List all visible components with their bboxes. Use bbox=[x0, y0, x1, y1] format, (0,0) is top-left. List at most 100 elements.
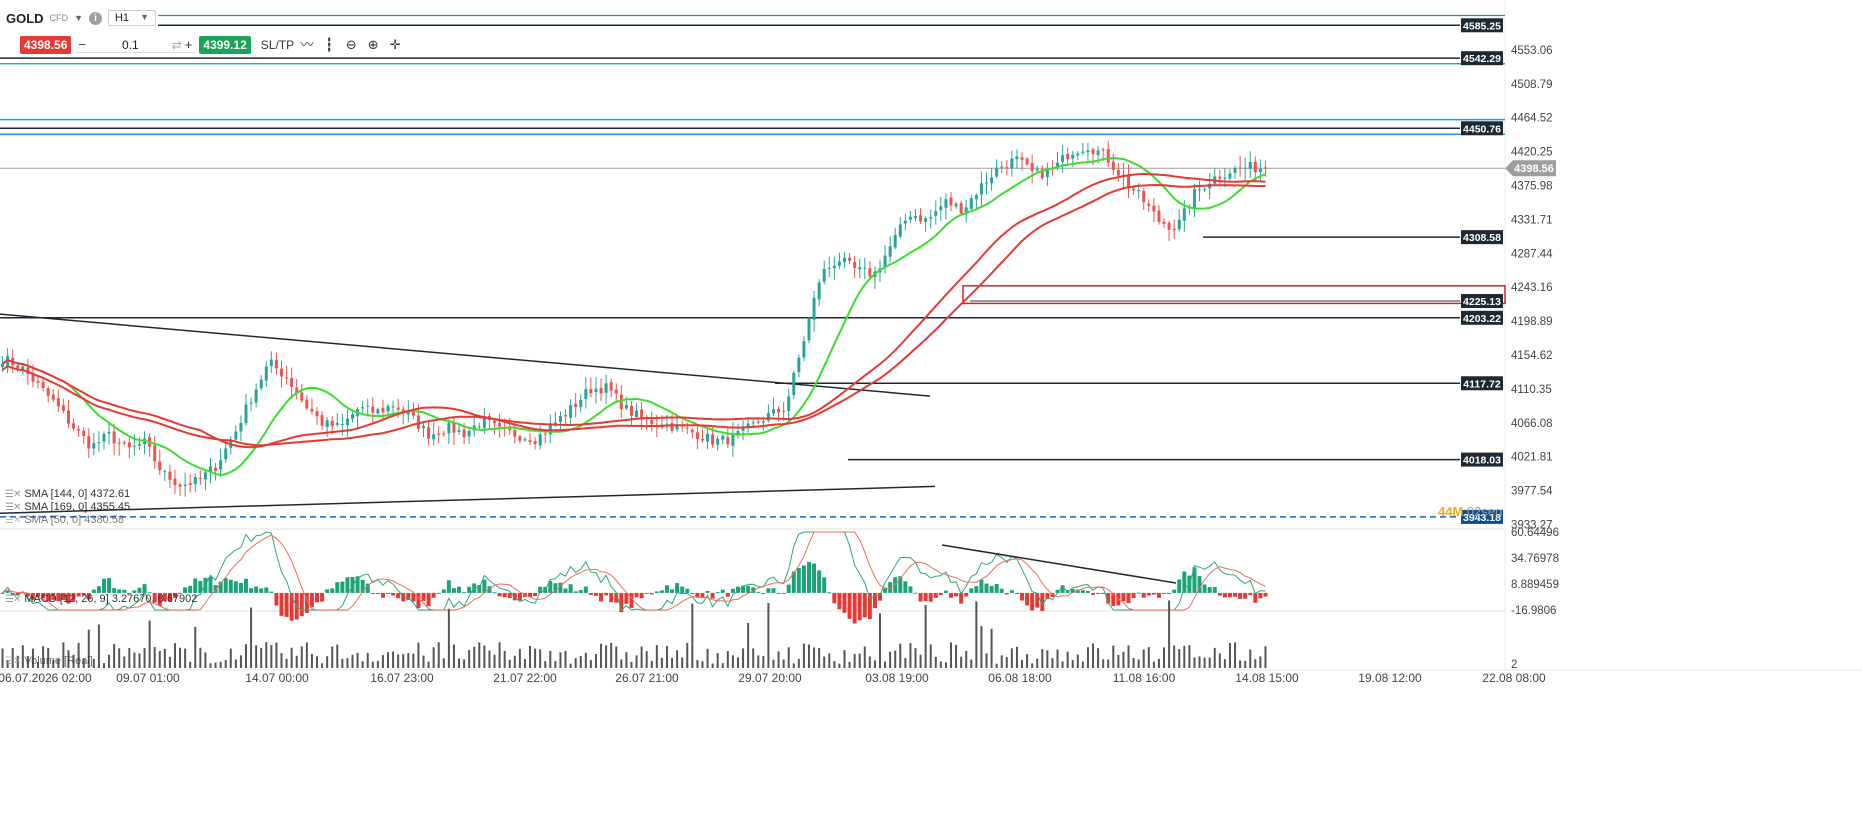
candle-body bbox=[1076, 153, 1080, 156]
volume-bar bbox=[72, 654, 75, 668]
sltp-button[interactable]: SL/TP bbox=[260, 38, 295, 52]
symbol-name[interactable]: GOLD bbox=[6, 10, 44, 26]
macd-histogram-bar bbox=[1217, 592, 1222, 596]
candle-body bbox=[528, 440, 532, 443]
trade-panel: 4398.56 − 0.1 ⇄ + 4399.12 SL/TP 〰 ┇ ⊖ ⊕ … bbox=[20, 36, 404, 54]
settings-icon[interactable]: ☰✕ bbox=[5, 514, 21, 526]
sma-slow-line-1 bbox=[1, 172, 1266, 449]
settings-icon[interactable]: ☰✕ bbox=[5, 501, 21, 513]
candle-body bbox=[315, 411, 319, 417]
candle-body bbox=[77, 429, 81, 431]
volume-bar bbox=[341, 658, 344, 668]
quantity-input[interactable]: 0.1 bbox=[122, 37, 139, 52]
candle bbox=[690, 427, 694, 439]
increase-quantity-button[interactable]: + bbox=[184, 37, 193, 52]
volume-bar bbox=[422, 655, 425, 668]
macd-histogram-bar bbox=[695, 592, 700, 598]
legend-volume[interactable]: ☰✕ Volume [Real] bbox=[5, 655, 93, 667]
candle-body bbox=[46, 388, 50, 396]
candle-body bbox=[1172, 228, 1176, 231]
volume-bar bbox=[97, 624, 100, 668]
macd-histogram-bar bbox=[867, 592, 872, 620]
candle-body bbox=[493, 420, 497, 424]
candle-body bbox=[31, 372, 35, 382]
settings-icon[interactable]: ☰✕ bbox=[5, 593, 21, 605]
volume-bar bbox=[889, 651, 892, 668]
candle bbox=[224, 440, 228, 463]
macd-histogram-bar bbox=[157, 592, 162, 606]
candles-icon[interactable]: ┇ bbox=[325, 37, 334, 52]
supply-demand-zone bbox=[962, 285, 1506, 305]
volume-bar bbox=[833, 661, 836, 668]
macd-histogram-bar bbox=[634, 592, 639, 598]
candle-body bbox=[351, 414, 355, 419]
candle-body bbox=[1010, 158, 1014, 169]
legend-sma144[interactable]: ☰✕ SMA [144, 0] 4372.61 bbox=[5, 488, 130, 500]
candle-body bbox=[523, 439, 527, 441]
candle-body bbox=[1081, 151, 1085, 153]
decrease-quantity-button[interactable]: − bbox=[78, 37, 86, 52]
legend-sma169[interactable]: ☰✕ SMA [169, 0] 4355.45 bbox=[5, 501, 130, 513]
timeframe-select[interactable]: H1 ▼ bbox=[107, 10, 156, 26]
macd-histogram-bar bbox=[933, 592, 938, 598]
macd-histogram-bar bbox=[573, 591, 578, 593]
volume-bar bbox=[158, 650, 161, 668]
quantity-stepper[interactable]: − 0.1 ⇄ + bbox=[75, 37, 196, 53]
macd-histogram-bar bbox=[411, 592, 416, 602]
macd-histogram-bar bbox=[639, 592, 644, 599]
candle bbox=[1025, 156, 1029, 167]
settings-icon[interactable]: ☰✕ bbox=[5, 488, 21, 500]
candle-body bbox=[168, 471, 172, 480]
macd-histogram-bar bbox=[330, 588, 335, 593]
candle-body bbox=[381, 407, 385, 412]
candle-body bbox=[1198, 189, 1202, 191]
candle bbox=[792, 370, 796, 400]
volume-bar bbox=[757, 655, 760, 668]
volume-bar bbox=[321, 663, 324, 668]
macd-histogram-bar bbox=[406, 592, 411, 600]
crosshair-icon[interactable]: ✛ bbox=[389, 37, 401, 52]
candle bbox=[117, 437, 121, 456]
swap-icon[interactable]: ⇄ bbox=[171, 37, 182, 52]
symbol-dropdown-icon[interactable]: ▼ bbox=[74, 13, 83, 23]
sell-button[interactable]: 4398.56 bbox=[20, 36, 72, 54]
volume-bar bbox=[463, 659, 466, 668]
candle-body bbox=[1066, 153, 1070, 160]
candle-body bbox=[695, 432, 699, 440]
macd-histogram-bar bbox=[502, 592, 507, 598]
candle-body bbox=[61, 405, 65, 411]
buy-button[interactable]: 4399.12 bbox=[199, 36, 251, 54]
candle-body bbox=[117, 442, 121, 444]
volume-bar bbox=[884, 661, 887, 668]
legend-macd[interactable]: ☰✕ MACD [12, 26, 9] 3.27670, 8.67902 bbox=[5, 593, 197, 605]
volume-bar bbox=[1041, 649, 1044, 668]
macd-histogram-bar bbox=[213, 585, 218, 593]
candle-body bbox=[787, 396, 791, 412]
candle-body bbox=[183, 484, 187, 487]
zoom-out-icon[interactable]: ⊖ bbox=[345, 37, 357, 52]
info-icon[interactable]: i bbox=[88, 11, 102, 25]
candle bbox=[1086, 142, 1090, 164]
candle-body bbox=[1218, 176, 1222, 179]
zoom-in-icon[interactable]: ⊕ bbox=[367, 37, 379, 52]
volume-bar bbox=[1071, 660, 1074, 668]
macd-histogram-bar bbox=[1156, 592, 1161, 598]
price-line-tag-bg bbox=[1461, 18, 1503, 33]
volume-bar bbox=[376, 660, 379, 668]
macd-histogram-bar bbox=[624, 592, 629, 604]
volume-bar bbox=[1147, 647, 1150, 668]
line-chart-icon[interactable]: 〰 bbox=[300, 37, 314, 52]
settings-icon[interactable]: ☰✕ bbox=[5, 655, 21, 667]
volume-bar bbox=[797, 658, 800, 668]
volume-bar bbox=[934, 656, 937, 668]
candle-body bbox=[1177, 219, 1181, 230]
volume-bar bbox=[1203, 657, 1206, 668]
volume-bar bbox=[676, 650, 679, 668]
legend-sma-third[interactable]: ☰✕ SMA [50, 0] 4380.58 bbox=[5, 514, 124, 526]
macd-histogram-bar bbox=[309, 592, 314, 608]
macd-histogram-bar bbox=[81, 592, 86, 596]
candle bbox=[315, 407, 319, 425]
volume-bar bbox=[1122, 651, 1125, 668]
candle-body bbox=[548, 424, 552, 435]
